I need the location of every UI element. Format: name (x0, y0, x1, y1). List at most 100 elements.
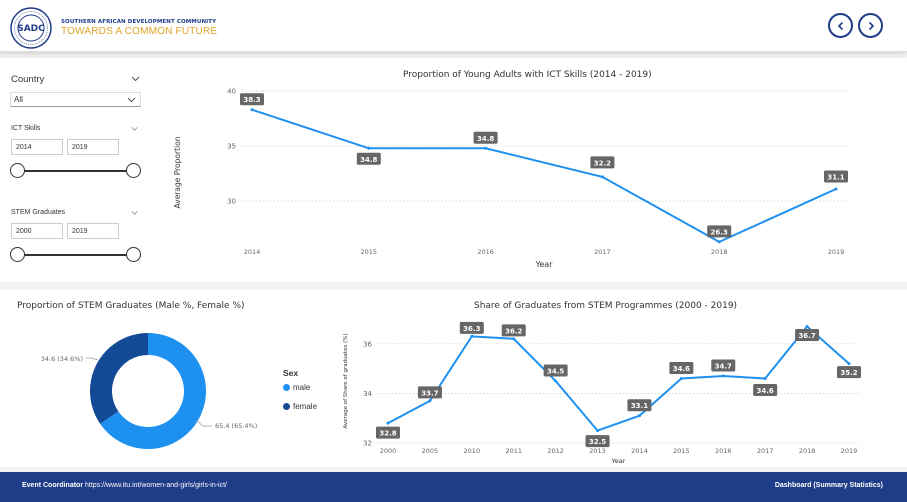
data-point (596, 429, 600, 433)
data-point (470, 334, 474, 338)
data-label: 35.2 (840, 369, 857, 377)
chevron-right-icon (868, 21, 874, 30)
data-label: 33.7 (421, 389, 438, 397)
data-label-box (824, 170, 848, 183)
donut-slice-male (100, 333, 207, 449)
stem-slider-start-handle[interactable] (10, 247, 25, 262)
x-tick-label: 2018 (799, 447, 816, 455)
data-point (834, 187, 838, 191)
data-point (386, 421, 390, 425)
legend-dot-male (283, 384, 290, 391)
x-tick-label: 2015 (361, 248, 378, 256)
stem-filter-label: STEM Graduates (11, 209, 66, 216)
donut-slice-female (90, 333, 148, 424)
data-label: 34.6 (673, 365, 690, 373)
y-tick-label: 35 (227, 143, 236, 151)
footer-link[interactable]: https://www.itu.int/women-and-girls/girl… (85, 482, 228, 489)
y-tick-label: 30 (227, 198, 236, 206)
stem-slider-track[interactable] (18, 254, 134, 256)
org-name: SOUTHERN AFRICAN DEVELOPMENT COMMUNITY (61, 19, 217, 25)
y-tick-label: 40 (227, 88, 236, 96)
legend-item-male[interactable]: male (283, 383, 310, 392)
ict-slider-end-handle[interactable] (126, 163, 141, 178)
ict-skills-filter-label: ICT Skills (11, 125, 41, 132)
data-label: 32.2 (594, 159, 611, 167)
data-point (721, 374, 725, 378)
data-label: 38.3 (243, 96, 260, 104)
series-line (387, 324, 850, 432)
y-axis-label: Average Proportion (173, 136, 182, 208)
stem-slider-end-handle[interactable] (126, 247, 141, 262)
footer-coordinator-label: Event Coordinator (22, 482, 84, 489)
footer-bar: Event Coordinator https://www.itu.int/wo… (0, 472, 907, 502)
y-tick-label: 36 (363, 340, 372, 348)
x-tick-label: 2014 (631, 447, 648, 455)
x-tick-label: 2019 (828, 248, 845, 256)
data-label-box (356, 152, 381, 165)
data-label-box (417, 386, 442, 399)
data-label-box (711, 359, 736, 372)
footer-dashboard-link[interactable]: Dashboard (Summary Statistics) (774, 482, 883, 489)
data-label-box (627, 399, 652, 412)
nav-prev-button[interactable] (828, 13, 853, 38)
data-label-box (585, 435, 610, 448)
ict-slider-track[interactable] (18, 170, 134, 172)
data-label-box (837, 366, 861, 379)
legend-label-female: female (293, 402, 318, 411)
x-tick-label: 2000 (380, 447, 397, 455)
ict-to-input[interactable]: 2019 (67, 139, 119, 155)
x-tick-label: 2011 (505, 447, 522, 455)
nav-next-button[interactable] (858, 13, 883, 38)
stem-chart: 32 34 36 2000 2005 2010 2011 2012 2013 2014 2015 20… (343, 321, 861, 465)
series-line (251, 108, 837, 244)
donut-label-female: 34.6 (34.6%) (41, 355, 83, 363)
data-point (250, 108, 254, 112)
data-point (717, 240, 721, 244)
country-filter-label: Country (11, 74, 45, 85)
ict-slider-start-handle[interactable] (10, 163, 25, 178)
x-tick-label: 2017 (594, 248, 611, 256)
y-tick-label: 32 (363, 440, 372, 448)
ict-chart-title: Proportion of Young Adults with ICT Skil… (403, 70, 652, 80)
callout-line-male (195, 419, 212, 427)
data-point (554, 379, 558, 383)
y-axis-label: Average of Share of graduates (%) (343, 333, 349, 428)
legend-item-female[interactable]: female (283, 402, 317, 411)
donut-chart: 65.4 (65.4%) 34.6 (34.6%) (41, 333, 257, 449)
logo-text: SADC (17, 24, 45, 34)
data-label-box (473, 131, 498, 144)
chevron-down-icon[interactable] (131, 210, 138, 216)
donut-label-male: 65.4 (65.4%) (215, 422, 257, 430)
x-tick-label: 2012 (547, 447, 564, 455)
stem-chart-title: Share of Graduates from STEM Programmes … (474, 301, 738, 311)
data-point (679, 377, 683, 381)
data-label-box (376, 426, 400, 439)
org-tagline: TOWARDS A COMMON FUTURE (61, 26, 218, 37)
sadc-logo: SADC (10, 7, 52, 49)
ict-from-input[interactable]: 2014 (11, 139, 63, 155)
stem-from-input[interactable]: 2000 (11, 223, 63, 239)
legend-dot-female (283, 403, 290, 410)
donut-chart-title: Proportion of STEM Graduates (Male %, Fe… (17, 301, 245, 311)
data-label-box (543, 364, 568, 377)
top-panel: Country All ICT Skills 2014 2019 STEM Gr… (0, 58, 907, 282)
data-point (484, 146, 488, 150)
data-label-box (240, 93, 264, 106)
bottom-panel: Proportion of STEM Graduates (Male %, Fe… (0, 290, 907, 467)
country-select[interactable]: All (10, 92, 141, 107)
data-point (512, 337, 516, 341)
data-label-box (669, 362, 694, 375)
chevron-down-icon (127, 97, 136, 103)
x-tick-label: 2010 (464, 447, 481, 455)
x-tick-label: 2005 (422, 447, 439, 455)
data-label: 26.3 (711, 228, 728, 236)
data-label-box (590, 156, 615, 169)
x-tick-label: 2017 (757, 447, 774, 455)
ict-chart: 30 35 40 2014 2015 2016 2017 2018 2019 Year Averag… (173, 88, 848, 269)
stem-to-input[interactable]: 2019 (67, 223, 119, 239)
x-tick-label: 2016 (477, 248, 494, 256)
chevron-down-icon[interactable] (131, 126, 138, 132)
data-label: 36.7 (798, 332, 815, 340)
chevron-down-icon[interactable] (131, 76, 140, 82)
